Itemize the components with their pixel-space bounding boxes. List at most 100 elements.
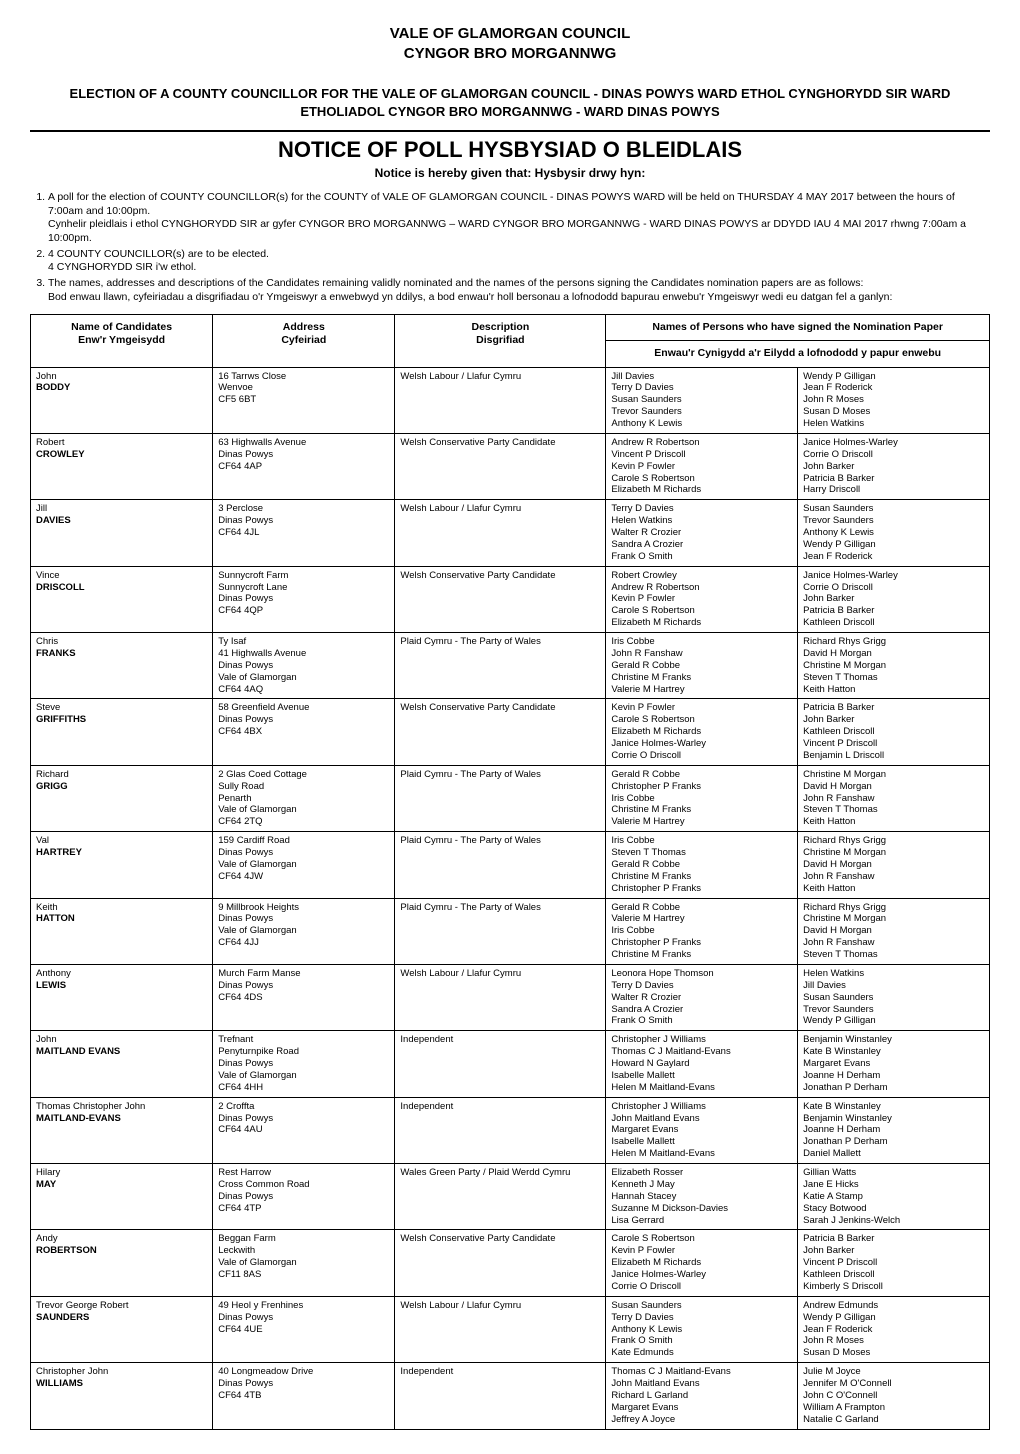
table-row: Christopher JohnWILLIAMS 40 Longmeadow Dr… — [31, 1363, 990, 1429]
signer-name: Valerie M Hartrey — [611, 684, 792, 696]
candidate-last-name: MAITLAND EVANS — [36, 1046, 207, 1058]
paragraph-1-cy: Cynhelir pleidlais i ethol CYNGHORYDD SI… — [48, 218, 990, 245]
paragraph-1: A poll for the election of COUNTY COUNCI… — [48, 191, 990, 246]
candidate-first-name: Keith — [36, 902, 207, 914]
cell-name: Trevor George RobertSAUNDERS — [31, 1296, 213, 1362]
notice-subtitle: Notice is hereby given that: Hysbysir dr… — [30, 166, 990, 182]
candidate-first-name: Robert — [36, 437, 207, 449]
cell-description: Plaid Cymru - The Party of Wales — [395, 898, 606, 964]
signer-name: Anthony K Lewis — [803, 527, 984, 539]
signer-name: Anthony K Lewis — [611, 1324, 792, 1336]
candidate-last-name: MAY — [36, 1179, 207, 1191]
paragraph-3-en: The names, addresses and descriptions of… — [48, 277, 863, 289]
cell-description: Welsh Conservative Party Candidate — [395, 433, 606, 499]
cell-name: Christopher JohnWILLIAMS — [31, 1363, 213, 1429]
signer-name: Elizabeth M Richards — [611, 1257, 792, 1269]
signer-name: Susan Saunders — [611, 1300, 792, 1312]
address-line: 40 Longmeadow Drive — [218, 1366, 389, 1378]
signer-name: Susan Saunders — [803, 503, 984, 515]
cell-signers-left: Andrew R RobertsonVincent P DriscollKevi… — [606, 433, 798, 499]
cell-address: 63 Highwalls AvenueDinas PowysCF64 4AP — [213, 433, 395, 499]
council-title-cy: CYNGOR BRO MORGANNWG — [30, 44, 990, 64]
signer-name: Vincent P Driscoll — [803, 738, 984, 750]
signer-name: Helen Watkins — [803, 968, 984, 980]
cell-signers-right: Richard Rhys GriggDavid H MorganChristin… — [798, 633, 990, 699]
signer-name: Howard N Gaylard — [611, 1058, 792, 1070]
signer-name: Christine M Franks — [611, 804, 792, 816]
candidate-last-name: SAUNDERS — [36, 1312, 207, 1324]
signer-name: Patricia B Barker — [803, 473, 984, 485]
cell-signers-right: Patricia B BarkerJohn BarkerVincent P Dr… — [798, 1230, 990, 1296]
signer-name: Corrie O Driscoll — [803, 449, 984, 461]
cell-description: Welsh Labour / Llafur Cymru — [395, 964, 606, 1030]
cell-signers-right: Christine M MorganDavid H MorganJohn R F… — [798, 765, 990, 831]
signer-name: Gillian Watts — [803, 1167, 984, 1179]
signer-name: Andrew R Robertson — [611, 582, 792, 594]
council-title: VALE OF GLAMORGAN COUNCIL CYNGOR BRO MOR… — [30, 24, 990, 63]
signer-name: Joanne H Derham — [803, 1070, 984, 1082]
signer-name: Benjamin L Driscoll — [803, 750, 984, 762]
signer-name: William A Frampton — [803, 1402, 984, 1414]
signer-name: Steven T Thomas — [611, 847, 792, 859]
signer-name: Richard Rhys Grigg — [803, 636, 984, 648]
signer-name: Christine M Franks — [611, 871, 792, 883]
signer-name: Iris Cobbe — [611, 636, 792, 648]
cell-description: Welsh Conservative Party Candidate — [395, 566, 606, 632]
candidate-first-name: John — [36, 371, 207, 383]
signer-name: Wendy P Gilligan — [803, 1015, 984, 1027]
signer-name: Keith Hatton — [803, 883, 984, 895]
signer-name: Christopher P Franks — [611, 937, 792, 949]
paragraph-2-cy: 4 CYNGHORYDD SIR i'w ethol. — [48, 261, 990, 275]
signer-name: Carole S Robertson — [611, 473, 792, 485]
signer-name: Sandra A Crozier — [611, 539, 792, 551]
signer-name: Isabelle Mallett — [611, 1070, 792, 1082]
signer-name: Jill Davies — [803, 980, 984, 992]
signer-name: Katie A Stamp — [803, 1191, 984, 1203]
candidate-last-name: ROBERTSON — [36, 1245, 207, 1257]
cell-signers-left: Christopher J WilliamsJohn Maitland Evan… — [606, 1097, 798, 1163]
address-line: Vale of Glamorgan — [218, 804, 389, 816]
address-line: CF64 4HH — [218, 1082, 389, 1094]
address-line: 2 Glas Coed Cottage — [218, 769, 389, 781]
cell-description: Plaid Cymru - The Party of Wales — [395, 832, 606, 898]
signer-name: Christopher P Franks — [611, 883, 792, 895]
table-row: RobertCROWLEY63 Highwalls AvenueDinas Po… — [31, 433, 990, 499]
signer-name: Patricia B Barker — [803, 605, 984, 617]
signer-name: John Maitland Evans — [611, 1378, 792, 1390]
cell-address: 159 Cardiff RoadDinas PowysVale of Glamo… — [213, 832, 395, 898]
cell-signers-right: Andrew EdmundsWendy P GilliganJean F Rod… — [798, 1296, 990, 1362]
address-line: Sully Road — [218, 781, 389, 793]
cell-signers-left: Jill DaviesTerry D DaviesSusan SaundersT… — [606, 367, 798, 433]
signer-name: Kimberly S Driscoll — [803, 1281, 984, 1293]
signer-name: Kenneth J May — [611, 1179, 792, 1191]
table-row: ChrisFRANKSTy Isaf41 Highwalls AvenueDin… — [31, 633, 990, 699]
signer-name: Margaret Evans — [611, 1124, 792, 1136]
address-line: CF64 4AU — [218, 1124, 389, 1136]
signer-name: Helen Watkins — [611, 515, 792, 527]
signer-name: Jennifer M O'Connell — [803, 1378, 984, 1390]
signer-name: Lisa Gerrard — [611, 1215, 792, 1227]
cell-name: VinceDRISCOLL — [31, 566, 213, 632]
address-line: 41 Highwalls Avenue — [218, 648, 389, 660]
notice-title-en: NOTICE OF POLL — [278, 137, 462, 162]
notice-body: A poll for the election of COUNTY COUNCI… — [30, 191, 990, 304]
signer-name: Thomas C J Maitland-Evans — [611, 1046, 792, 1058]
address-line: CF64 4UE — [218, 1324, 389, 1336]
candidate-last-name: FRANKS — [36, 648, 207, 660]
cell-description: Welsh Conservative Party Candidate — [395, 699, 606, 765]
notice-sub-en: Notice is hereby given that: — [375, 166, 532, 180]
table-row: JohnBODDY16 Tarrws CloseWenvoeCF5 6BTWel… — [31, 367, 990, 433]
table-row: VinceDRISCOLLSunnycroft FarmSunnycroft L… — [31, 566, 990, 632]
cell-description: Welsh Labour / Llafur Cymru — [395, 367, 606, 433]
cell-signers-right: Gillian WattsJane E HicksKatie A StampSt… — [798, 1164, 990, 1230]
table-row: JillDAVIES3 PercloseDinas PowysCF64 4JLW… — [31, 500, 990, 566]
signer-name: Kevin P Fowler — [611, 461, 792, 473]
signer-name: Christine M Franks — [611, 672, 792, 684]
signer-name: Wendy P Gilligan — [803, 539, 984, 551]
cell-signers-left: Gerald R CobbeValerie M HartreyIris Cobb… — [606, 898, 798, 964]
candidate-first-name: Thomas Christopher John — [36, 1101, 207, 1113]
signer-name: Elizabeth Rosser — [611, 1167, 792, 1179]
address-line: CF5 6BT — [218, 394, 389, 406]
address-line: CF64 4JW — [218, 871, 389, 883]
address-line: Vale of Glamorgan — [218, 925, 389, 937]
